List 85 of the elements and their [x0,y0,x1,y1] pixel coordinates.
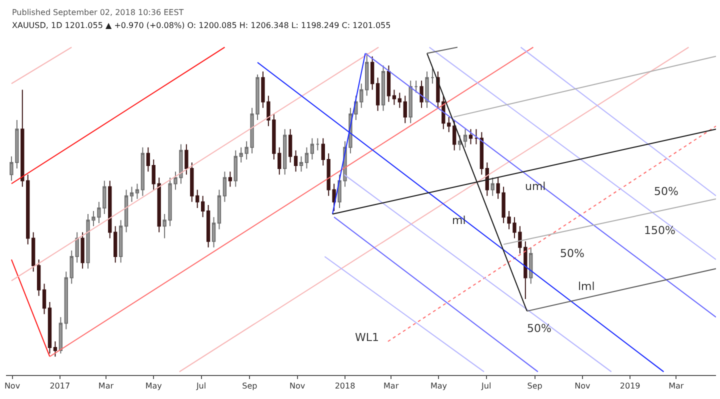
candlestick [403,95,407,124]
candlestick [140,146,145,196]
candlestick [398,92,402,108]
candlestick [64,271,68,330]
candlestick [190,162,194,202]
candlestick [200,195,205,218]
candlestick [304,146,309,170]
candlestick [468,128,473,145]
candlestick [283,128,287,176]
candlestick [228,171,232,188]
candlestick [157,177,161,233]
annotation: lml [578,280,595,293]
candlestick [146,146,150,172]
candlestick [32,232,36,272]
annotation: WL1 [355,331,380,344]
text: Published September 02, 2018 10:36 EEST [12,8,184,17]
candlestick [114,226,118,264]
x-tick-label: Nov [4,382,20,391]
candlestick [299,156,304,172]
candlestick [217,189,222,230]
candlestick [386,64,391,102]
candlestick [321,138,325,166]
candlestick [452,120,456,151]
candlestick [26,174,30,245]
x-tick-label: Sep [527,382,542,391]
candlestick [53,340,58,358]
candlestick [294,150,298,172]
candlestick [425,71,429,108]
candlestick [184,144,188,176]
x-tick-label: 2017 [50,382,70,391]
candlestick [485,162,489,196]
candlestick [529,246,533,284]
candlestick [370,56,374,90]
candlestick [414,80,418,94]
candlestick [108,180,112,239]
candlestick [42,283,46,315]
annotation: ml [452,214,466,227]
candlestick [288,128,292,163]
x-tick-label: Mar [384,382,400,391]
candlestick [447,116,451,133]
x-tick-label: Mar [98,382,114,391]
candlestick [118,220,123,264]
x-tick-label: Jul [195,382,206,391]
candlestick [36,259,41,296]
candlestick [474,128,478,145]
candlestick [212,216,216,248]
x-tick-label: Jul [480,382,492,391]
candlestick [130,186,134,202]
candlestick [196,189,200,208]
candlestick [480,132,484,176]
candlestick [408,80,412,124]
candlestick [420,80,424,108]
candlestick [234,150,238,188]
x-tick-label: Nov [574,382,591,391]
text: XAUUSD, 1D 1201.055 ▲ +0.970 (+0.08%) O: 1200.085 H: 1206.348 L: 1198.249 C: 1201.055 [12,21,391,30]
candlestick [310,138,314,160]
x-tick-label: 2019 [620,382,640,391]
candlestick [222,171,227,202]
candlestick [365,52,369,96]
candlestick [376,77,380,112]
candlestick [490,177,494,196]
annotation: 50% [560,247,584,260]
candlestick [206,204,210,248]
annotation: 50% [527,322,552,335]
x-tick-label: 2018 [334,382,356,391]
candlestick [48,302,52,354]
candlestick [463,128,468,148]
candlestick [152,158,156,190]
candlestick [458,134,462,151]
annotation: 150% [644,224,676,237]
candlestick [20,89,24,188]
candlestick [392,89,396,106]
candlestick [80,232,84,270]
candlestick [316,138,320,151]
x-tick-label: May [430,382,448,391]
x-tick-label: May [145,382,162,391]
candlestick [58,316,63,354]
x-tick-label: Nov [290,382,306,391]
candlestick [381,64,386,112]
candlestick [430,68,434,84]
candlestick [135,183,140,200]
x-tick-label: Mar [668,382,684,391]
candlestick [124,189,128,233]
x-tick-label: Sep [242,382,258,391]
annotation: 50% [654,185,678,198]
